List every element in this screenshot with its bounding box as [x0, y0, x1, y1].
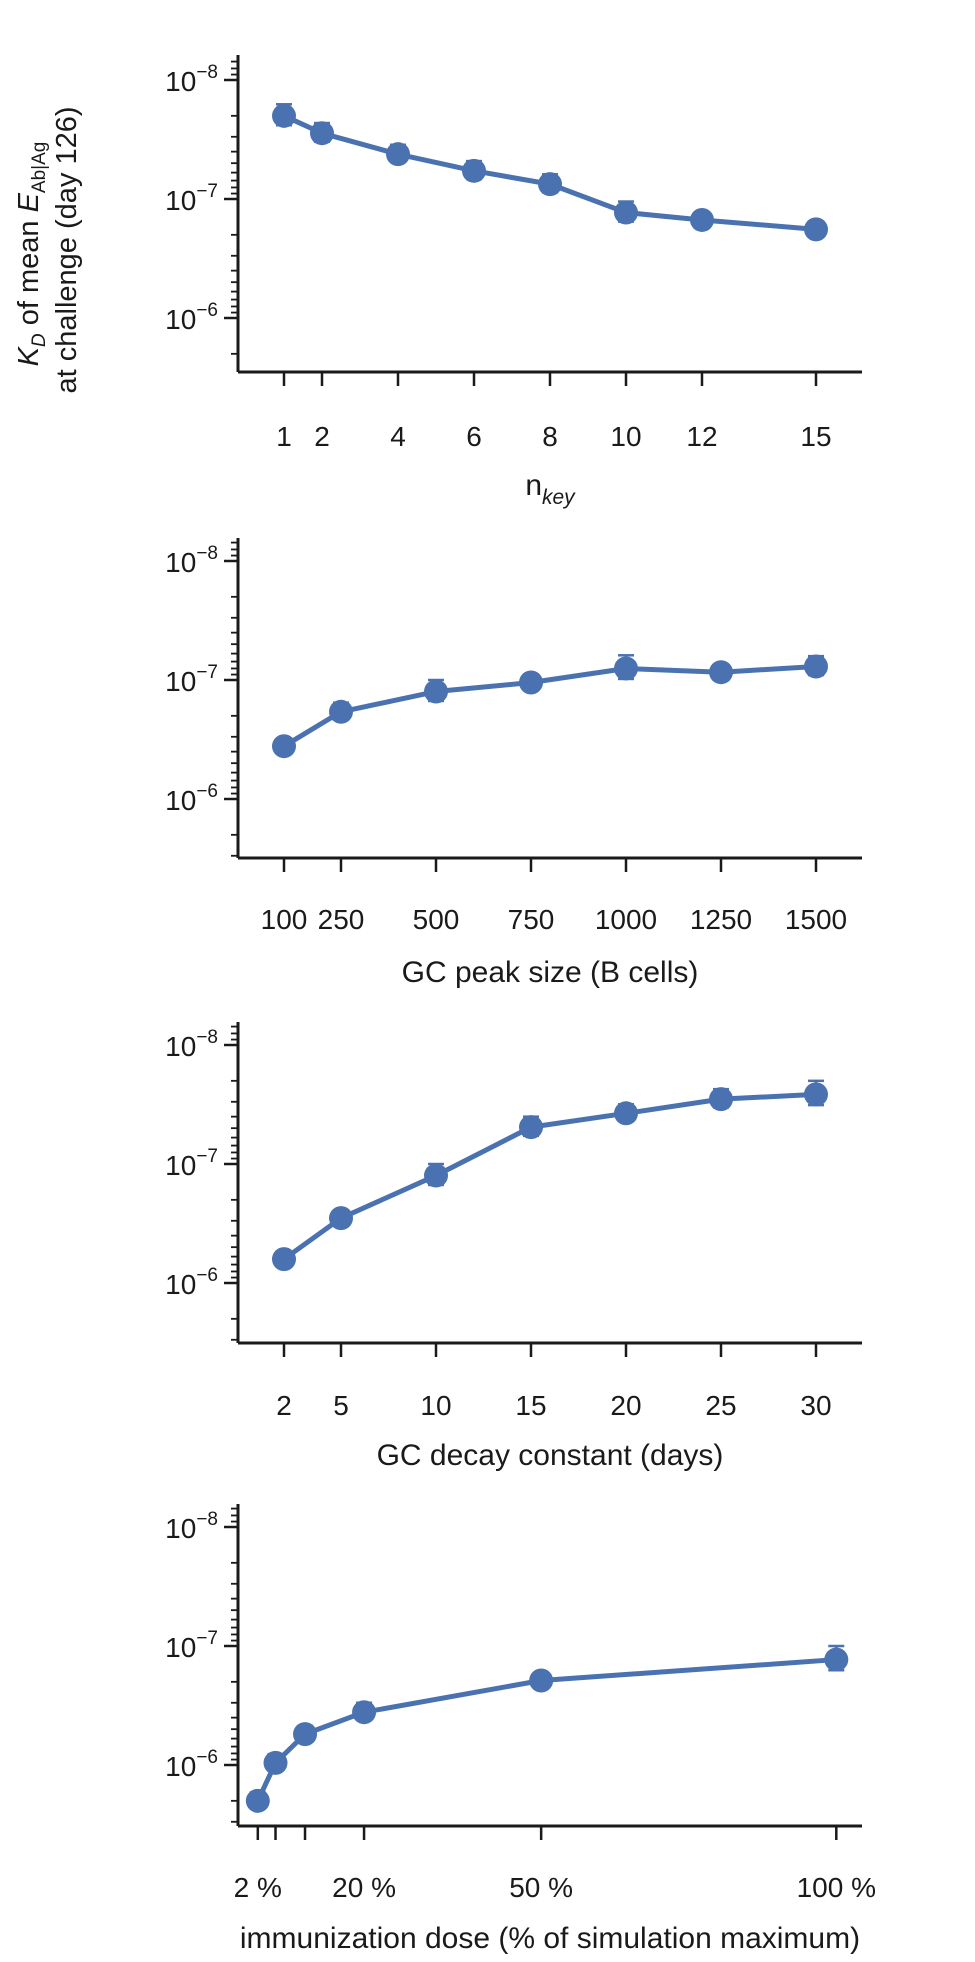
data-point — [293, 1722, 318, 1747]
series-line — [282, 663, 817, 749]
x-tick-label: 12 — [686, 421, 717, 452]
data-point — [519, 1115, 543, 1140]
y-tick-label: 10−8 — [165, 62, 218, 97]
x-tick-label: 2 — [276, 1390, 292, 1421]
x-axis-label: GC decay constant (days) — [377, 1439, 724, 1472]
x-tick-label: 1 — [276, 421, 292, 452]
x-tick-label: 750 — [508, 904, 555, 935]
panel-2: 10−8 10−7 10−6 100 250 500 750 1000 1250 1500 GC p… — [165, 538, 862, 989]
data-point — [690, 207, 714, 232]
x-tick-label: 500 — [413, 904, 460, 935]
x-tick-label: 30 — [800, 1390, 831, 1421]
data-point — [614, 656, 638, 681]
ylabel-line2: at challenge (day 126) — [51, 107, 83, 394]
shared-y-axis-label: KD of mean EAb|Ag at challenge (day 126) — [13, 107, 83, 394]
y-tick-label: 10−6 — [165, 1747, 218, 1782]
data-point — [329, 1206, 353, 1231]
x-tick-label: 25 — [705, 1390, 736, 1421]
x-tick-label: 1000 — [595, 904, 657, 935]
data-point — [529, 1668, 554, 1693]
y-tick-label: 10−7 — [165, 1146, 218, 1181]
x-tick-label: 10 — [420, 1390, 451, 1421]
x-tick-label: 4 — [390, 421, 406, 452]
x-tick-label: 1250 — [690, 904, 752, 935]
data-point — [386, 142, 410, 167]
x-tick-label: 20 % — [332, 1872, 396, 1903]
data-point — [804, 217, 828, 242]
x-tick-label: 6 — [466, 421, 482, 452]
x-tick-label: 1500 — [785, 904, 847, 935]
data-point — [519, 670, 543, 695]
x-tick-label: 2 % — [234, 1872, 282, 1903]
y-tick-label: 10−6 — [165, 300, 218, 335]
y-tick-label: 10−7 — [165, 181, 218, 216]
data-point — [424, 679, 448, 704]
y-tick-label: 10−6 — [165, 1265, 218, 1300]
series-line — [282, 113, 817, 232]
x-axis-label: immunization dose (% of simulation maxim… — [240, 1922, 860, 1955]
data-point — [538, 172, 562, 197]
panel-4: 10−8 10−7 10−6 2 % 20 % 50 % 100 % immunization… — [165, 1504, 876, 1955]
data-point — [310, 121, 334, 146]
data-point — [329, 699, 353, 724]
y-tick-label: 10−8 — [165, 1027, 218, 1062]
x-tick-label: 20 — [610, 1390, 641, 1421]
x-tick-label: 50 % — [509, 1872, 573, 1903]
x-tick-label: 15 — [515, 1390, 546, 1421]
data-point — [804, 1082, 828, 1107]
data-point — [614, 200, 638, 225]
data-point — [824, 1647, 849, 1672]
data-point — [709, 660, 733, 685]
data-point — [614, 1101, 638, 1126]
ylabel-line1: KD of mean EAb|Ag — [13, 142, 50, 367]
data-point — [804, 654, 828, 679]
y-tick-label: 10−6 — [165, 781, 218, 816]
y-tick-label: 10−7 — [165, 662, 218, 697]
y-tick-label: 10−8 — [165, 543, 218, 578]
x-tick-label: 100 — [261, 904, 308, 935]
x-axis-label: GC peak size (B cells) — [402, 956, 699, 989]
data-point — [272, 103, 296, 128]
x-tick-label: 250 — [318, 904, 365, 935]
series-line — [282, 1091, 817, 1262]
x-tick-label: 100 % — [797, 1872, 876, 1903]
x-tick-label: 5 — [333, 1390, 349, 1421]
data-point — [462, 158, 486, 183]
data-point — [709, 1087, 733, 1112]
y-tick-label: 10−8 — [165, 1509, 218, 1544]
data-point — [352, 1700, 377, 1725]
x-axis-label: nkey — [525, 469, 576, 509]
data-point — [272, 1247, 296, 1272]
panel-1: 10−8 10−7 10−6 1 2 4 6 8 10 12 15 nkey — [165, 55, 862, 509]
data-point — [424, 1163, 448, 1188]
data-point — [263, 1750, 288, 1775]
x-tick-label: 15 — [800, 421, 831, 452]
data-point — [245, 1788, 270, 1813]
y-tick-label: 10−7 — [165, 1628, 218, 1663]
x-tick-label: 8 — [542, 421, 558, 452]
data-point — [272, 734, 296, 759]
x-tick-label: 2 — [314, 421, 330, 452]
x-tick-label: 10 — [610, 421, 641, 452]
